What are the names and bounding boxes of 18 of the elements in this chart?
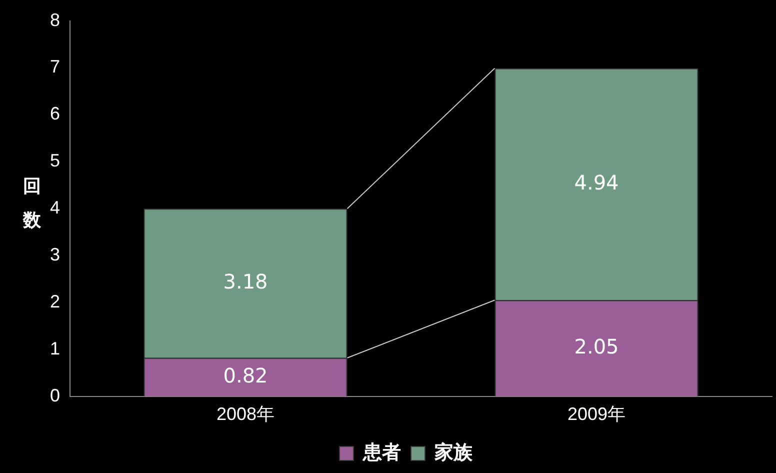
legend-label: 患者 [362, 441, 401, 464]
y-tick-label: 7 [50, 56, 60, 77]
y-tick-label: 1 [50, 338, 60, 358]
y-tick-label: 2 [50, 291, 60, 312]
y-tick-label: 4 [50, 198, 60, 218]
y-tick-label: 5 [50, 150, 60, 171]
data-label: 2.05 [574, 334, 619, 358]
y-tick-label: 6 [50, 104, 60, 124]
x-tick-label: 2009年 [567, 404, 626, 424]
y-axis-title: 回数 [22, 175, 42, 233]
data-label: 4.94 [574, 170, 619, 194]
y-tick-label: 3 [50, 244, 60, 265]
data-label: 0.82 [223, 363, 268, 388]
data-label: 3.18 [223, 269, 268, 294]
x-tick-label: 2008年 [216, 404, 275, 424]
legend-label: 家族 [434, 441, 474, 464]
y-tick-label: 8 [50, 10, 60, 30]
y-tick-label: 0 [50, 385, 60, 406]
